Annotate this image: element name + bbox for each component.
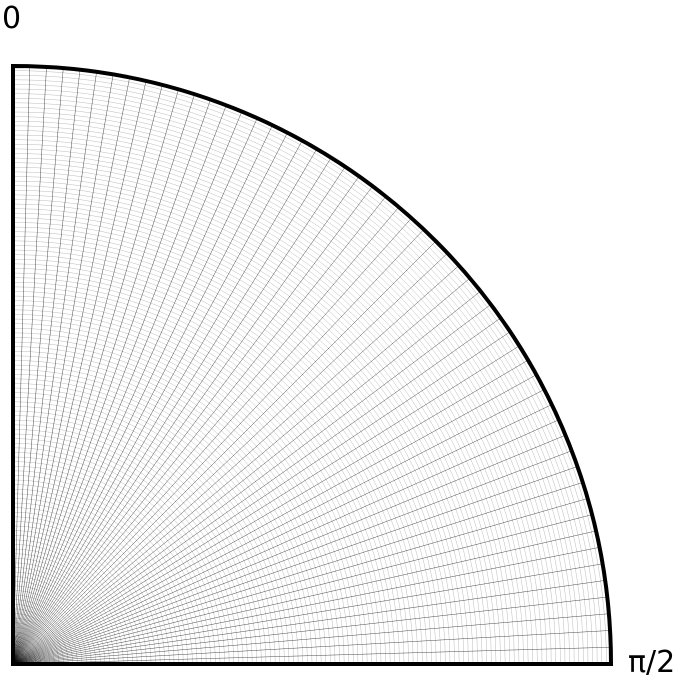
angular-ray <box>12 498 588 665</box>
angular-ray <box>12 345 520 665</box>
angular-ray <box>12 84 163 665</box>
angular-rays <box>12 66 611 665</box>
angular-ray <box>12 374 537 665</box>
angular-ray <box>12 482 583 665</box>
angular-ray <box>12 630 611 665</box>
angular-ray <box>12 105 227 665</box>
angular-ray <box>12 157 332 665</box>
angular-ray <box>12 66 31 665</box>
angular-ray <box>12 186 373 665</box>
angular-ray <box>12 304 491 665</box>
angular-ray <box>12 71 97 665</box>
angular-ray <box>12 206 400 665</box>
angular-ray <box>12 196 387 665</box>
angular-ray <box>12 389 545 665</box>
angular-ray <box>12 265 460 665</box>
angular-ray <box>12 140 303 665</box>
mesh-boundary <box>11 63 614 666</box>
angular-ray <box>12 132 288 665</box>
angular-ray <box>12 80 147 665</box>
angular-ray <box>12 89 179 665</box>
angular-ray <box>12 547 600 665</box>
angular-ray <box>12 69 81 665</box>
angular-ray <box>12 118 258 665</box>
angular-ray <box>12 419 559 665</box>
angular-ray <box>12 68 64 665</box>
angular-ray <box>12 530 597 665</box>
angular-ray <box>12 66 47 665</box>
angular-ray <box>12 450 572 665</box>
angular-ray <box>12 252 448 665</box>
angular-ray <box>12 290 481 665</box>
angular-ray <box>12 563 603 665</box>
angular-ray <box>12 217 412 665</box>
angular-ray <box>12 111 243 665</box>
angular-ray <box>12 317 501 665</box>
angular-ray <box>12 166 346 665</box>
angular-ray <box>12 331 511 665</box>
angular-ray <box>12 125 273 665</box>
angle-label-zero: 0 <box>2 1 22 36</box>
angular-ray <box>12 77 130 665</box>
angular-ray <box>12 148 318 665</box>
angular-ray <box>12 94 195 665</box>
angular-ray <box>12 613 609 665</box>
angular-ray <box>12 466 578 665</box>
angular-ray <box>12 277 471 665</box>
angular-ray <box>12 359 529 665</box>
angular-ray <box>12 229 425 665</box>
angular-ray <box>12 580 606 665</box>
angular-ray <box>12 404 552 665</box>
angular-ray <box>12 240 437 665</box>
angular-ray <box>12 74 114 665</box>
angular-ray <box>12 99 211 665</box>
angular-ray <box>12 434 566 665</box>
angular-ray <box>12 514 593 665</box>
angular-ray <box>12 596 608 665</box>
angle-label-pi-half: π/2 <box>628 645 676 680</box>
angular-ray <box>12 646 611 665</box>
angular-ray <box>12 176 360 665</box>
